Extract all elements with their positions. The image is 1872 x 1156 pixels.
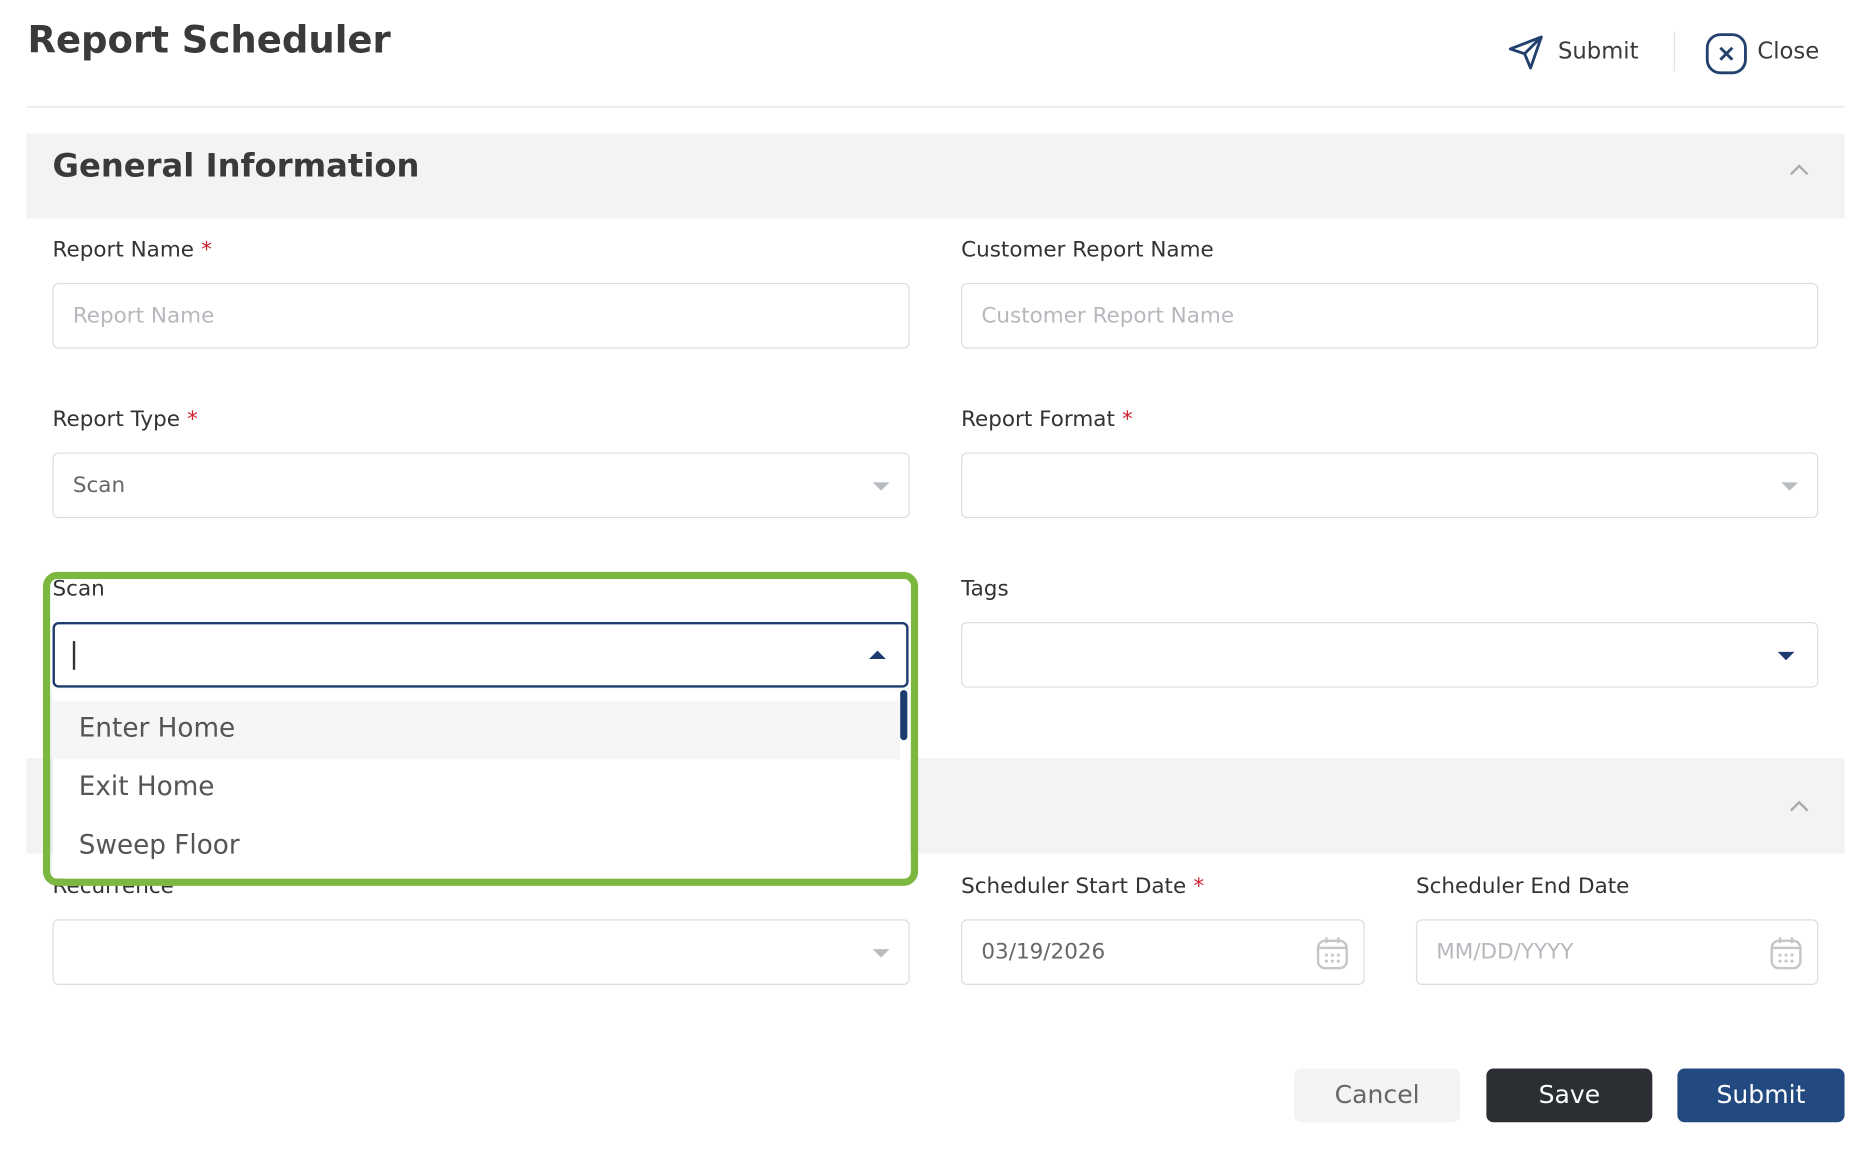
select-open[interactable] <box>52 622 909 688</box>
placeholder: MM/DD/YYYY <box>1436 939 1574 965</box>
scrollbar[interactable] <box>900 690 908 741</box>
date-input[interactable]: 03/19/2026 <box>961 919 1365 985</box>
caret <box>1781 482 1798 491</box>
label-text: Scan <box>52 576 105 602</box>
required-mark: * <box>187 407 198 433</box>
field-label: Report Name * <box>53 238 212 263</box>
label-text: Report Type <box>52 407 180 433</box>
label-text: Scheduler Start Date <box>961 873 1187 899</box>
cursor <box>72 641 76 670</box>
select-value: Scan <box>72 472 126 498</box>
select[interactable] <box>961 452 1819 519</box>
field-label: Tags <box>961 577 1009 602</box>
placeholder: Customer Report Name <box>981 303 1235 329</box>
label-text: Report Format <box>961 407 1115 433</box>
highlight-box <box>42 571 919 886</box>
field-label: Scheduler Start Date * <box>961 874 1204 899</box>
calendar-icon[interactable] <box>1316 935 1349 971</box>
required-mark: * <box>201 237 212 263</box>
caret <box>872 482 890 491</box>
save-button[interactable]: Save <box>1486 1068 1653 1123</box>
required-mark: * <box>1122 407 1133 433</box>
required-mark: * <box>1193 873 1205 899</box>
field-label: Report Format * <box>961 407 1133 432</box>
dropdown-option[interactable]: Exit Home <box>78 772 215 803</box>
select[interactable]: Scan <box>52 452 910 519</box>
calendar-icon[interactable] <box>1769 935 1802 971</box>
select[interactable] <box>52 919 910 985</box>
collapse-icon[interactable] <box>1788 162 1809 176</box>
field-label: Report Type * <box>53 407 198 432</box>
separator <box>26 106 1845 108</box>
caret <box>869 650 886 660</box>
submit-icon[interactable] <box>1507 33 1545 71</box>
field-label: Scheduler End Date <box>1416 874 1629 899</box>
collapse-icon[interactable] <box>1788 799 1809 813</box>
caret <box>1777 651 1795 661</box>
dropdown-option[interactable]: Enter Home <box>52 700 901 760</box>
field-label: Scan <box>53 577 105 602</box>
header-close[interactable]: Close <box>1757 38 1820 65</box>
caret <box>872 949 890 958</box>
submit-button[interactable]: Submit <box>1677 1068 1845 1123</box>
header-submit[interactable]: Submit <box>1558 38 1639 65</box>
label-text: Tags <box>961 576 1009 602</box>
section-header[interactable]: General Information <box>26 133 1845 219</box>
section-title: General Information <box>52 148 420 186</box>
text-input[interactable]: Report Name <box>52 282 910 349</box>
label-text: Customer Report Name <box>961 237 1214 263</box>
dropdown-option[interactable]: Sweep Floor <box>78 830 240 861</box>
placeholder: Report Name <box>72 303 215 329</box>
cancel-button[interactable]: Cancel <box>1294 1068 1461 1123</box>
label-text: Report Name <box>52 237 195 263</box>
divider <box>1673 31 1676 72</box>
text-input[interactable]: Customer Report Name <box>961 282 1819 349</box>
close-icon[interactable] <box>1705 32 1748 75</box>
select[interactable] <box>961 622 1819 688</box>
dropdown-list: Enter Home Exit Home Sweep Floor <box>52 690 910 879</box>
label-text: Scheduler End Date <box>1415 873 1630 899</box>
date-input[interactable]: MM/DD/YYYY <box>1415 919 1819 985</box>
field-label: Customer Report Name <box>961 238 1214 263</box>
date-value: 03/19/2026 <box>981 939 1106 965</box>
page-title: Report Scheduler <box>27 19 391 63</box>
